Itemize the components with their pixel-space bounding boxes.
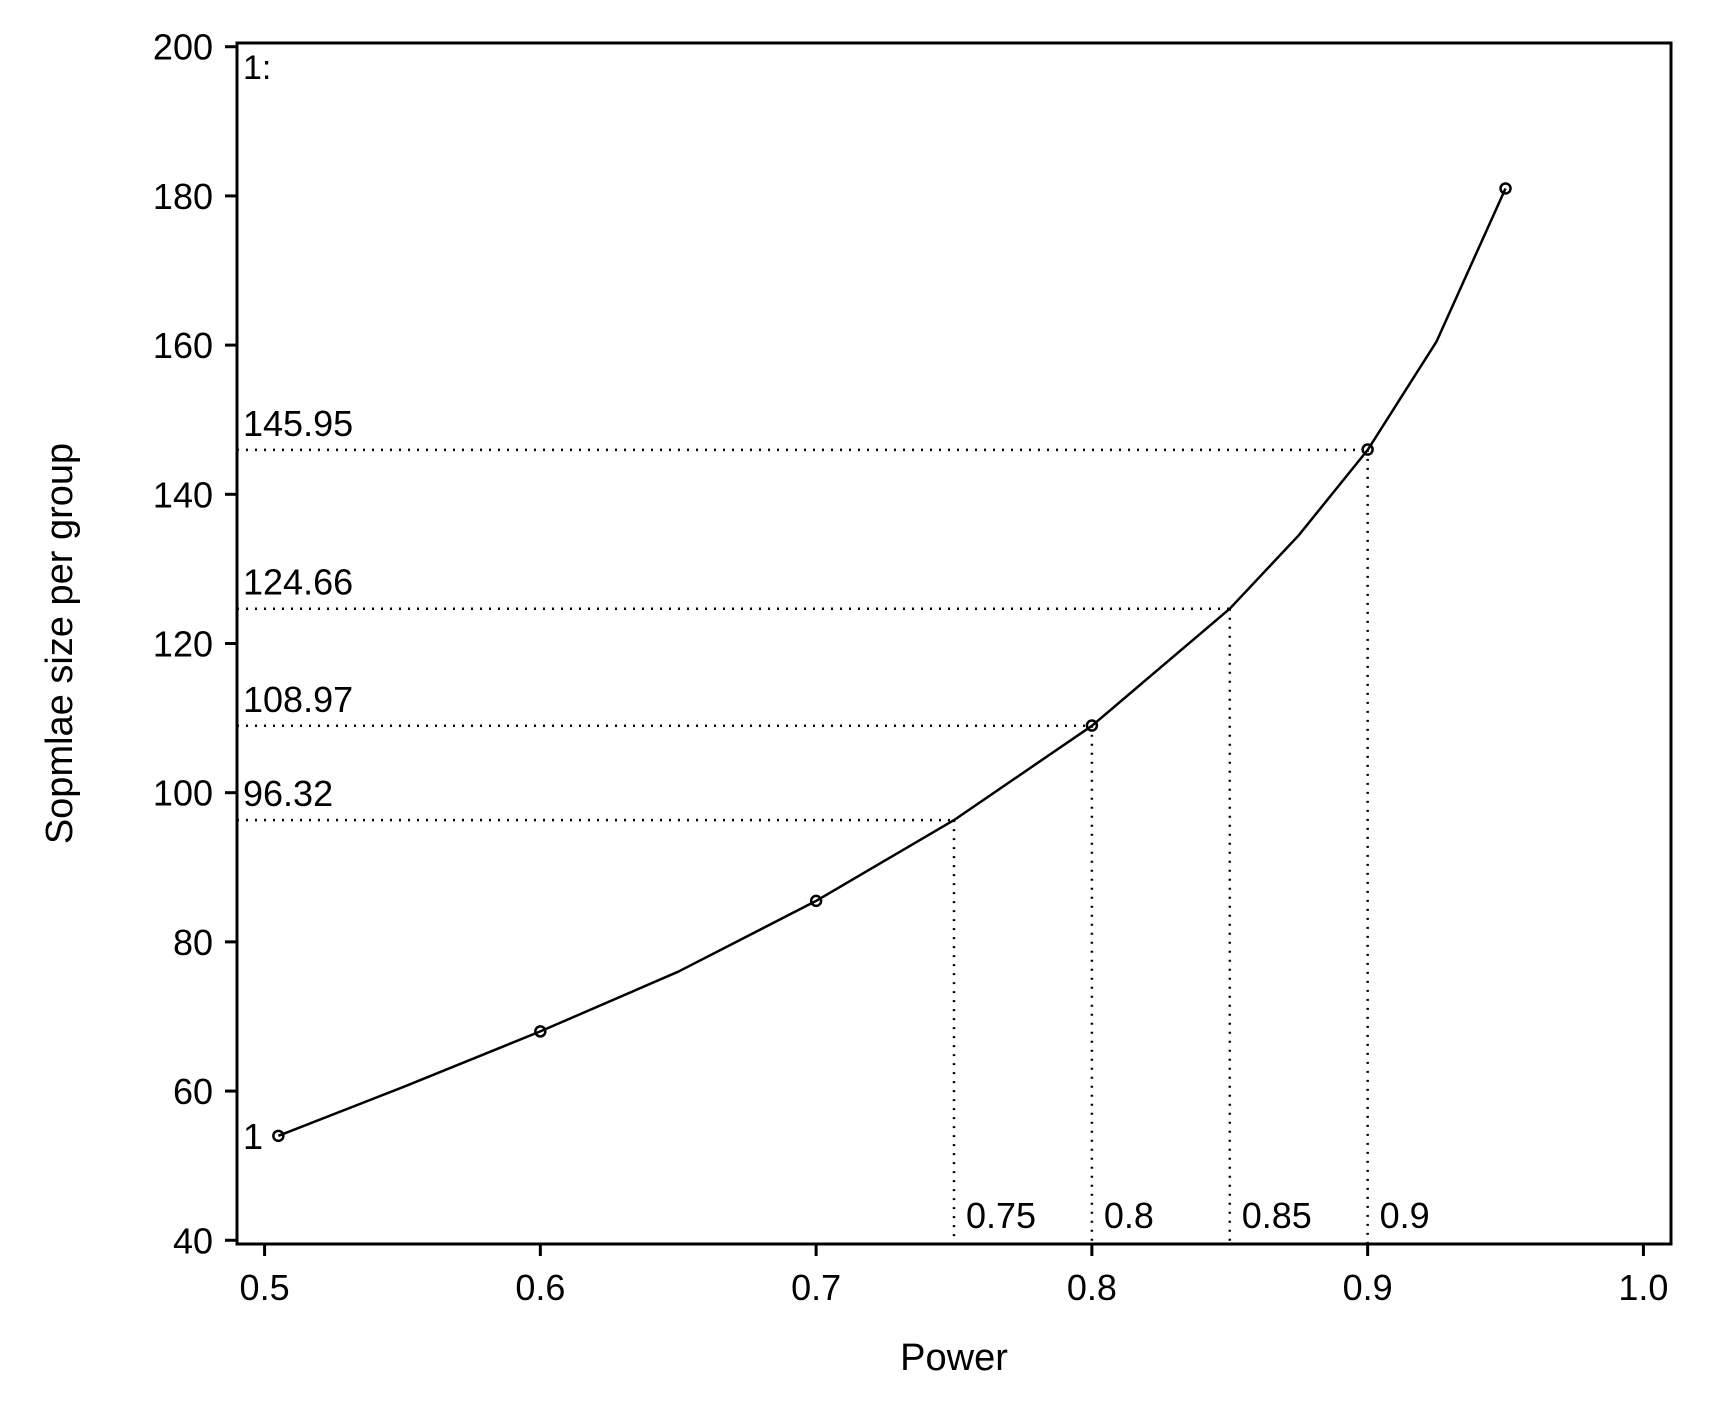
y-tick-label: 200 — [153, 27, 213, 68]
x-tick-label: 0.6 — [515, 1267, 565, 1308]
y-tick-label: 100 — [153, 773, 213, 814]
y-tick-label: 40 — [173, 1220, 213, 1261]
x-tick-label: 1.0 — [1618, 1267, 1668, 1308]
reference-y-label: 124.66 — [243, 562, 353, 603]
y-tick-label: 80 — [173, 922, 213, 963]
data-point — [272, 1129, 285, 1143]
annotation-labels: 96.32 0.75 108.97 0.8 124.66 0.85 145.95 0.9 1 — [243, 403, 1430, 1236]
x-tick-label: 0.7 — [791, 1267, 841, 1308]
data-point — [1499, 182, 1512, 195]
reference-x-label: 0.75 — [966, 1195, 1036, 1236]
reference-x-label: 0.85 — [1242, 1195, 1312, 1236]
data-point — [1361, 443, 1374, 456]
series-line — [277, 187, 1507, 1137]
y-tick-label: 140 — [153, 474, 213, 515]
series-label: 1 — [243, 1116, 263, 1157]
reference-y-label: 108.97 — [243, 679, 353, 720]
corner-label: 1: — [243, 49, 271, 87]
x-axis: 0.5 0.6 0.7 0.8 0.9 1.0 — [240, 1244, 1668, 1308]
y-axis-title: Sopmlae size per group — [39, 443, 81, 844]
x-tick-label: 0.5 — [240, 1267, 290, 1308]
y-tick-label: 120 — [153, 624, 213, 665]
x-tick-label: 0.9 — [1343, 1267, 1393, 1308]
data-point — [1085, 719, 1099, 732]
x-tick-label: 0.8 — [1067, 1267, 1117, 1308]
reference-x-label: 0.9 — [1380, 1195, 1430, 1236]
reference-y-label: 145.95 — [243, 403, 353, 444]
data-point — [809, 894, 823, 908]
y-tick-label: 160 — [153, 325, 213, 366]
series-layer — [272, 182, 1512, 1143]
reference-y-label: 96.32 — [243, 773, 333, 814]
reference-lines — [237, 448, 1369, 1244]
y-axis: 40 60 80 100 120 140 160 180 200 — [153, 27, 237, 1261]
reference-x-label: 0.8 — [1104, 1195, 1154, 1236]
x-axis-title: Power — [900, 1337, 1008, 1379]
y-tick-label: 60 — [173, 1071, 213, 1112]
y-tick-label: 180 — [153, 176, 213, 217]
data-point — [534, 1025, 547, 1038]
